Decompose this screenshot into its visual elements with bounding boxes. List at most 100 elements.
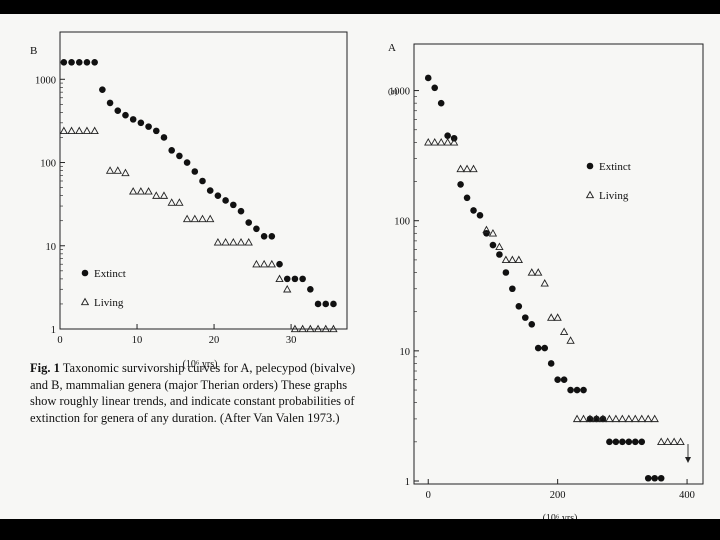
panel-a-point-extinct xyxy=(509,285,516,293)
panel-a-point-living xyxy=(611,414,621,423)
panel-b-point-extinct xyxy=(307,285,314,293)
panel-a-point-living xyxy=(508,255,517,264)
panel-b-point-living xyxy=(244,237,253,246)
panel-b-point-living xyxy=(259,259,269,268)
panel-b-point-extinct xyxy=(145,123,152,130)
panel-a-point-extinct xyxy=(625,438,633,446)
panel-b-point-living xyxy=(275,274,284,283)
panel-a-point-living xyxy=(657,437,666,445)
panel-a-point-extinct xyxy=(580,386,587,394)
panel-b-point-living xyxy=(129,187,138,195)
panel-b-point-extinct xyxy=(129,116,137,123)
panel-b-point-extinct xyxy=(60,58,68,66)
panel-b-point-extinct xyxy=(191,168,199,175)
panel-a-point-living xyxy=(566,336,575,344)
panel-a-point-extinct xyxy=(619,438,626,446)
panel-b-point-extinct xyxy=(152,127,160,135)
caption-text: Taxonomic survivorship curves for A, pel… xyxy=(30,361,356,425)
panel-a-point-extinct xyxy=(657,474,665,482)
panel-a-point-extinct xyxy=(651,474,659,482)
panel-a-point-living xyxy=(462,164,472,173)
panel-a-point-living xyxy=(585,414,595,423)
panel-b-point-extinct xyxy=(83,58,91,66)
panel-a-point-extinct xyxy=(470,207,477,214)
panel-a-point-living xyxy=(592,414,601,423)
panel-b-point-living xyxy=(213,237,223,246)
panel-b-point-living xyxy=(329,324,338,333)
panel-b-point-extinct xyxy=(260,232,268,240)
panel-b-point-extinct xyxy=(237,207,245,215)
panel-b-point-extinct xyxy=(276,260,283,268)
panel-a-point-living xyxy=(534,268,543,276)
panel-a-legend-extinct: Extinct xyxy=(599,161,631,173)
panel-b-point-living xyxy=(267,259,276,268)
panel-a-point-living xyxy=(559,327,569,336)
panel-b-point-extinct xyxy=(291,275,299,283)
panel-a-xlabel: (10⁶ yrs) xyxy=(543,513,578,519)
panel-b-xtick-label: 20 xyxy=(209,335,220,346)
panel-a-point-extinct xyxy=(644,474,652,482)
panel-a-point-extinct xyxy=(547,360,555,367)
panel-b-point-living xyxy=(105,166,115,174)
panel-b-point-living xyxy=(167,198,176,206)
panel-b-label: B xyxy=(30,45,37,57)
panel-b-point-living xyxy=(144,187,153,195)
panel-a-point-living xyxy=(553,313,562,321)
panel-a-point-living xyxy=(527,268,536,276)
panel-a-point-extinct xyxy=(483,230,490,237)
panel-b-point-living xyxy=(136,187,146,195)
panel-a-point-extinct xyxy=(515,302,523,310)
panel-b-point-living xyxy=(113,166,122,174)
panel-a-point-extinct xyxy=(612,438,620,446)
figure-caption: Fig. 1 Taxonomic survivorship curves for… xyxy=(30,360,375,426)
panel-a-point-extinct xyxy=(567,386,574,394)
panel-b-point-living xyxy=(313,324,323,333)
panel-b-point-living xyxy=(59,126,69,135)
panel-b-point-living xyxy=(152,191,161,199)
panel-b-point-living xyxy=(221,237,230,246)
panel-b-point-living xyxy=(82,126,92,135)
panel-b-point-living xyxy=(252,259,261,268)
panel-b-point-extinct xyxy=(199,177,206,185)
panel-b-ytick-label: 1000 xyxy=(35,75,56,86)
panel-a-point-extinct xyxy=(463,194,471,202)
panel-a-point-living xyxy=(605,414,614,423)
panel-a-point-extinct xyxy=(444,132,451,139)
panel-b-point-extinct xyxy=(230,201,237,209)
panel-a-point-extinct xyxy=(502,269,510,276)
panel-a-point-extinct xyxy=(593,415,600,423)
panel-b-ytick-label: 10 xyxy=(46,242,57,253)
panel-a-legend-living: Living xyxy=(599,190,629,202)
panel-a-point-living xyxy=(618,414,627,423)
panel-a-point-living xyxy=(469,164,478,173)
panel-b-point-extinct xyxy=(183,159,191,166)
panel-b-point-extinct xyxy=(245,219,253,226)
panel-a-point-living xyxy=(540,279,549,287)
panel-b-point-living xyxy=(290,324,300,333)
panel-b-point-extinct xyxy=(106,99,114,107)
panel-b-legend-living: Living xyxy=(94,297,124,309)
panel-b-xtick-label: 30 xyxy=(286,335,297,346)
panel-a-point-extinct xyxy=(534,344,542,352)
panel-a-point-extinct xyxy=(437,99,445,107)
panel-b-point-living xyxy=(90,126,99,135)
panel-b-xtick-label: 10 xyxy=(132,335,143,346)
panel-a-point-living xyxy=(443,138,452,146)
panel-a-point-extinct xyxy=(541,344,549,352)
panel-b-point-extinct xyxy=(268,232,276,240)
panel-b-legend-marker-extinct xyxy=(81,269,89,277)
panel-a-point-extinct xyxy=(457,181,464,188)
figure-page: B 1 10 100 1000 0 10 20 30 (10⁶ yrs) Extinct Living… xyxy=(0,14,720,519)
panel-a-point-living xyxy=(650,414,659,423)
panel-b-point-extinct xyxy=(253,225,260,233)
panel-b-point-extinct xyxy=(330,300,337,308)
panel-b-point-extinct xyxy=(176,152,183,160)
panel-b-point-living xyxy=(283,284,292,293)
panel-a-point-extinct xyxy=(638,438,646,446)
panel-a-point-extinct xyxy=(528,320,536,328)
panel-b-ytick-label: 100 xyxy=(40,159,56,170)
panel-a-point-living xyxy=(572,414,582,423)
panel-b-point-extinct xyxy=(68,58,75,66)
panel-a-point-living xyxy=(430,138,439,146)
panel-a-point-extinct xyxy=(606,438,613,446)
